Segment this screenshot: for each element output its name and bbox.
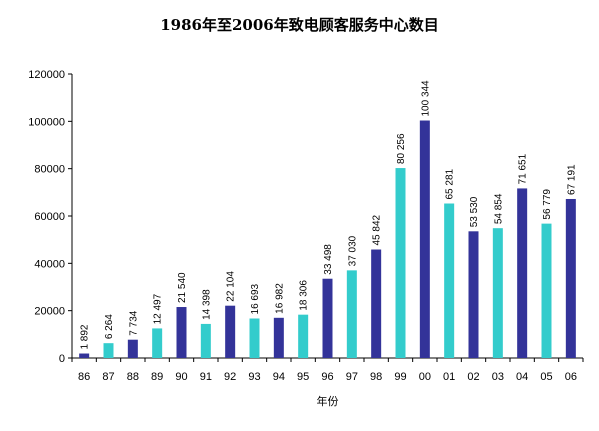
data-label: 6 264 [104,314,115,339]
bar-99 [395,168,406,358]
bar-86 [79,353,90,358]
bar-06 [565,198,576,358]
y-tick-label: 60000 [34,211,65,223]
data-label: 16 693 [250,283,261,314]
bar-88 [127,339,138,358]
data-label: 100 344 [420,80,431,117]
data-label: 54 854 [493,193,504,224]
data-label: 21 540 [177,272,188,303]
bar-90 [176,307,187,358]
x-tick-label: 89 [151,371,163,383]
x-tick-label: 86 [78,371,90,383]
chart-title: 1986年至2006年致电顾客服务中心数目 [160,16,439,34]
bar-95 [298,314,309,358]
bar-96 [322,278,333,358]
x-tick-label: 88 [127,371,139,383]
data-label: 67 191 [566,164,577,195]
x-tick-label: 01 [443,371,455,383]
bar-87 [103,343,114,358]
y-tick-label: 0 [59,353,65,365]
data-label: 12 497 [153,293,164,324]
data-label: 33 498 [323,244,334,275]
data-label: 18 306 [299,280,310,311]
bar-01 [444,203,455,358]
x-tick-label: 93 [248,371,260,383]
bar-02 [468,231,479,358]
data-label: 56 779 [542,189,553,220]
bar-04 [517,188,528,358]
x-tick-label: 97 [346,371,358,383]
x-tick-label: 94 [273,371,285,383]
data-label: 53 530 [469,196,480,227]
bar-98 [371,249,382,358]
x-tick-label: 05 [540,371,552,383]
x-tick-label: 03 [492,371,504,383]
x-tick-label: 02 [467,371,479,383]
x-axis-title: 年份 [317,394,339,408]
x-tick-label: 00 [419,371,431,383]
data-label: 7 734 [128,310,139,335]
x-tick-label: 04 [516,371,528,383]
bar-05 [541,223,552,358]
data-label: 71 651 [518,153,529,184]
x-tick-label: 99 [394,371,406,383]
data-label: 65 281 [445,168,456,199]
data-label: 1 892 [80,324,91,349]
bar-03 [492,228,503,358]
x-tick-label: 96 [321,371,333,383]
x-tick-label: 90 [175,371,187,383]
bar-94 [273,317,284,358]
bar-93 [249,318,260,358]
x-tick-label: 92 [224,371,236,383]
y-tick-label: 40000 [34,258,65,270]
data-label: 80 256 [396,133,407,164]
bar-91 [200,323,211,358]
x-tick-label: 91 [200,371,212,383]
data-label: 37 030 [347,235,358,266]
bar-00 [419,120,430,359]
y-tick-label: 20000 [34,306,65,318]
data-label: 22 104 [226,271,237,302]
bar-97 [346,270,357,358]
bar-89 [152,328,163,358]
data-label: 16 982 [274,283,285,314]
bar-92 [225,305,236,358]
x-tick-label: 06 [565,371,577,383]
x-tick-label: 87 [102,371,114,383]
x-tick-label: 95 [297,371,309,383]
data-label: 14 398 [201,289,212,320]
x-tick-label: 98 [370,371,382,383]
y-tick-label: 100000 [28,116,65,128]
y-tick-label: 120000 [28,69,65,81]
data-label: 45 842 [372,214,383,245]
y-tick-label: 80000 [34,164,65,176]
